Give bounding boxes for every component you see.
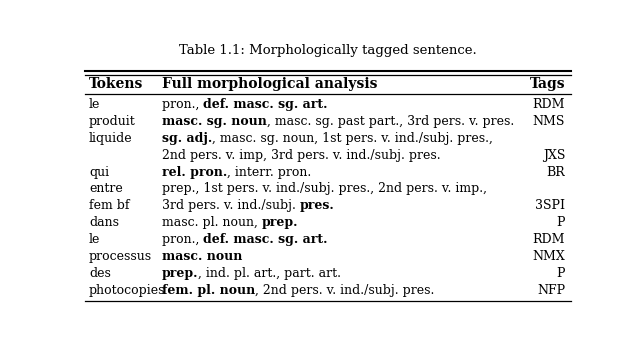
Text: NMX: NMX	[532, 250, 565, 263]
Text: P: P	[557, 216, 565, 229]
Text: photocopies: photocopies	[89, 284, 165, 297]
Text: def. masc. sg. art.: def. masc. sg. art.	[204, 233, 328, 246]
Text: prep.: prep.	[162, 267, 198, 280]
Text: des: des	[89, 267, 111, 280]
Text: liquide: liquide	[89, 132, 132, 145]
Text: , masc. sg. past part., 3rd pers. v. pres.: , masc. sg. past part., 3rd pers. v. pre…	[267, 115, 514, 128]
Text: prep., 1st pers. v. ind./subj. pres., 2nd pers. v. imp.,: prep., 1st pers. v. ind./subj. pres., 2n…	[162, 183, 487, 196]
Text: RDM: RDM	[532, 233, 565, 246]
Text: Table 1.1: Morphologically tagged sentence.: Table 1.1: Morphologically tagged senten…	[179, 44, 477, 57]
Text: RDM: RDM	[532, 98, 565, 111]
Text: fem bf: fem bf	[89, 199, 129, 212]
Text: Tags: Tags	[529, 77, 565, 91]
Text: rel. pron.: rel. pron.	[162, 166, 227, 179]
Text: masc. sg. noun: masc. sg. noun	[162, 115, 267, 128]
Text: BR: BR	[547, 166, 565, 179]
Text: NMS: NMS	[532, 115, 565, 128]
Text: NFP: NFP	[537, 284, 565, 297]
Text: le: le	[89, 98, 100, 111]
Text: le: le	[89, 233, 100, 246]
Text: , masc. sg. noun, 1st pers. v. ind./subj. pres.,: , masc. sg. noun, 1st pers. v. ind./subj…	[212, 132, 493, 145]
Text: P: P	[557, 267, 565, 280]
Text: pres.: pres.	[300, 199, 335, 212]
Text: 3rd pers. v. ind./subj.: 3rd pers. v. ind./subj.	[162, 199, 300, 212]
Text: 2nd pers. v. imp, 3rd pers. v. ind./subj. pres.: 2nd pers. v. imp, 3rd pers. v. ind./subj…	[162, 149, 440, 162]
Text: dans: dans	[89, 216, 119, 229]
Text: , interr. pron.: , interr. pron.	[227, 166, 311, 179]
Text: def. masc. sg. art.: def. masc. sg. art.	[204, 98, 328, 111]
Text: pron.,: pron.,	[162, 98, 204, 111]
Text: , ind. pl. art., part. art.: , ind. pl. art., part. art.	[198, 267, 341, 280]
Text: processus: processus	[89, 250, 152, 263]
Text: masc. noun: masc. noun	[162, 250, 242, 263]
Text: prep.: prep.	[262, 216, 298, 229]
Text: Full morphological analysis: Full morphological analysis	[162, 77, 378, 91]
Text: Tokens: Tokens	[89, 77, 143, 91]
Text: entre: entre	[89, 183, 123, 196]
Text: pron.,: pron.,	[162, 233, 204, 246]
Text: JXS: JXS	[543, 149, 565, 162]
Text: masc. pl. noun,: masc. pl. noun,	[162, 216, 262, 229]
Text: fem. pl. noun: fem. pl. noun	[162, 284, 255, 297]
Text: , 2nd pers. v. ind./subj. pres.: , 2nd pers. v. ind./subj. pres.	[255, 284, 435, 297]
Text: sg. adj.: sg. adj.	[162, 132, 212, 145]
Text: qui: qui	[89, 166, 109, 179]
Text: 3SPI: 3SPI	[535, 199, 565, 212]
Text: produit: produit	[89, 115, 136, 128]
